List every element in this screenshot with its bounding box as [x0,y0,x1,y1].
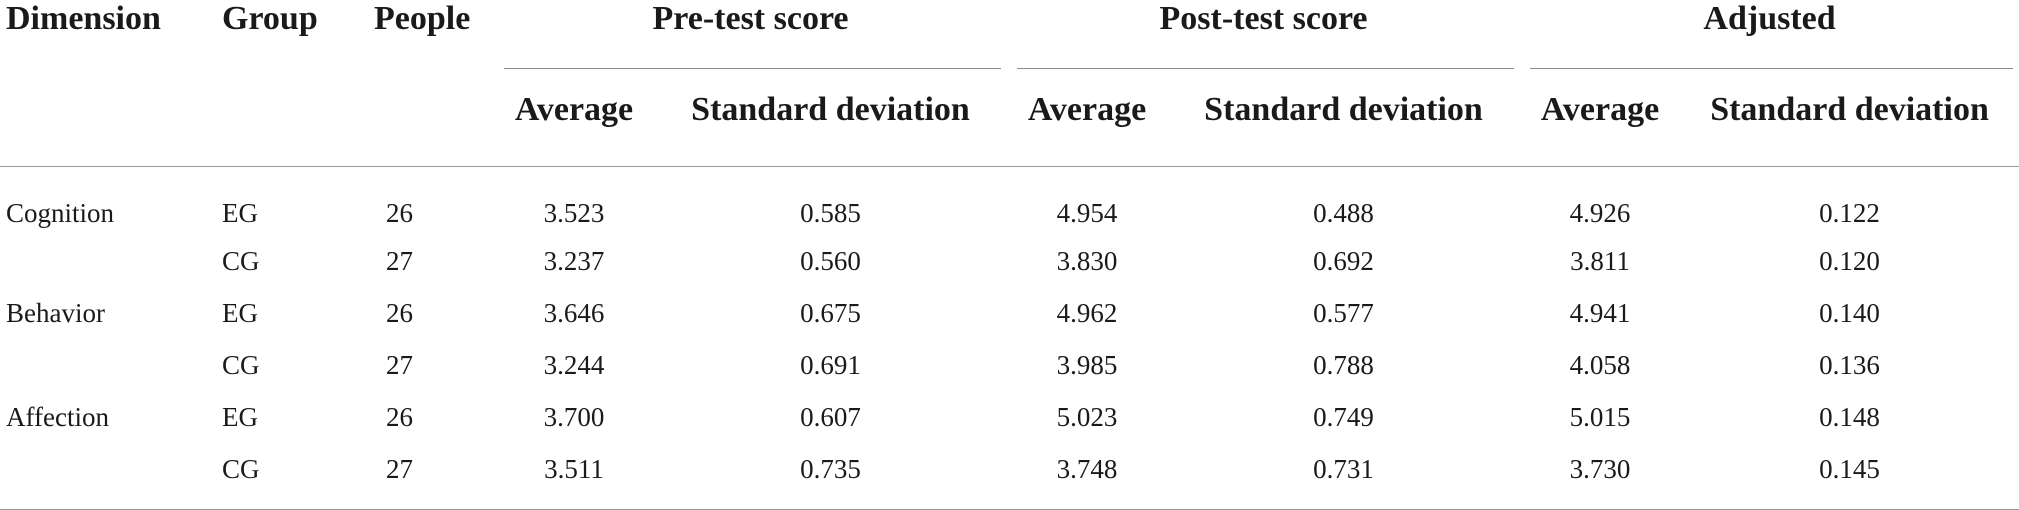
table-body: Cognition EG 26 3.523 0.585 4.954 0.488 … [0,167,2019,510]
header-empty-dimension [0,45,212,167]
cell-adj-std-dev: 0.148 [1819,401,1880,432]
header-dimension: Dimension [6,0,161,37]
header-post-test: Post-test score [1007,0,1520,69]
cell-people: 26 [386,401,413,432]
cell-group: CG [222,349,260,380]
header-adj-std-dev: Standard deviation [1710,90,1989,128]
cell-adj-average: 4.941 [1569,297,1631,328]
cell-group: EG [222,401,258,432]
cell-pre-average: 3.237 [543,245,605,276]
cell-pre-std-dev: 0.691 [800,349,861,380]
header-empty-people [356,45,494,167]
table-header: Dimension Group People Pre-test score Po… [0,0,2019,167]
header-post-std-dev: Standard deviation [1204,90,1483,128]
cell-adj-std-dev: 0.122 [1819,197,1880,228]
cell-dimension: Behavior [6,297,105,328]
cell-post-std-dev: 0.749 [1313,401,1374,432]
cell-pre-average: 3.700 [543,401,605,432]
header-post-average: Average [1027,90,1147,128]
cell-pre-std-dev: 0.675 [800,297,861,328]
cell-people: 26 [386,297,413,328]
header-pre-average: Average [514,90,634,128]
cell-dimension [0,235,212,287]
table-row: Cognition EG 26 3.523 0.585 4.954 0.488 … [0,167,2019,236]
cell-post-std-dev: 0.577 [1313,297,1374,328]
cell-dimension [0,339,212,391]
cell-adj-std-dev: 0.136 [1819,349,1880,380]
header-adjusted: Adjusted [1520,0,2019,69]
header-group: Group [222,0,318,37]
cell-adj-std-dev: 0.145 [1819,453,1880,484]
cell-pre-std-dev: 0.560 [800,245,861,276]
table-row: CG 27 3.237 0.560 3.830 0.692 3.811 0.12… [0,235,2019,287]
cell-adj-average: 3.811 [1570,245,1630,276]
cell-pre-average: 3.646 [543,297,605,328]
cell-post-average: 4.954 [1056,197,1118,228]
header-post-test-label: Post-test score [1159,0,1368,37]
cell-adj-average: 4.926 [1569,197,1631,228]
cell-pre-average: 3.244 [543,349,605,380]
cell-adj-average: 5.015 [1569,401,1631,432]
cell-people: 27 [386,245,413,276]
cell-pre-average: 3.511 [544,453,604,484]
header-row-sub: Average Standard deviation Average Stand… [0,45,2019,167]
cell-group: CG [222,453,260,484]
cell-adj-std-dev: 0.120 [1819,245,1880,276]
cell-people: 27 [386,453,413,484]
table-row: CG 27 3.511 0.735 3.748 0.731 3.730 0.14… [0,443,2019,510]
header-adj-average: Average [1540,90,1660,128]
cell-pre-std-dev: 0.735 [800,453,861,484]
cell-group: EG [222,297,258,328]
cell-post-average: 3.985 [1056,349,1118,380]
cell-dimension [0,443,212,510]
header-pre-test-label: Pre-test score [652,0,849,37]
cell-people: 26 [386,197,413,228]
header-pre-test-rule [504,68,1002,69]
cell-post-std-dev: 0.692 [1313,245,1374,276]
cell-pre-std-dev: 0.607 [800,401,861,432]
cell-pre-std-dev: 0.585 [800,197,861,228]
cell-post-average: 3.748 [1056,453,1118,484]
header-post-test-rule [1017,68,1515,69]
cell-post-std-dev: 0.731 [1313,453,1374,484]
table-row: Behavior EG 26 3.646 0.675 4.962 0.577 4… [0,287,2019,339]
cell-dimension: Affection [6,401,109,432]
header-adjusted-rule [1530,68,2014,69]
header-empty-group [212,45,356,167]
header-pre-test: Pre-test score [494,0,1007,69]
cell-adj-average: 4.058 [1569,349,1631,380]
table-row: CG 27 3.244 0.691 3.985 0.788 4.058 0.13… [0,339,2019,391]
cell-group: CG [222,245,260,276]
header-adjusted-label: Adjusted [1703,0,1836,37]
cell-adj-std-dev: 0.140 [1819,297,1880,328]
cell-dimension: Cognition [6,197,115,228]
table-row: Affection EG 26 3.700 0.607 5.023 0.749 … [0,391,2019,443]
cell-post-std-dev: 0.788 [1313,349,1374,380]
cell-group: EG [222,197,258,228]
cell-people: 27 [386,349,413,380]
header-pre-std-dev: Standard deviation [691,90,970,128]
cell-post-average: 4.962 [1056,297,1118,328]
cell-adj-average: 3.730 [1569,453,1631,484]
cell-post-average: 3.830 [1056,245,1118,276]
cell-post-average: 5.023 [1056,401,1118,432]
cell-post-std-dev: 0.488 [1313,197,1374,228]
cell-pre-average: 3.523 [543,197,605,228]
header-people: People [374,0,471,37]
header-row-top: Dimension Group People Pre-test score Po… [0,0,2019,69]
